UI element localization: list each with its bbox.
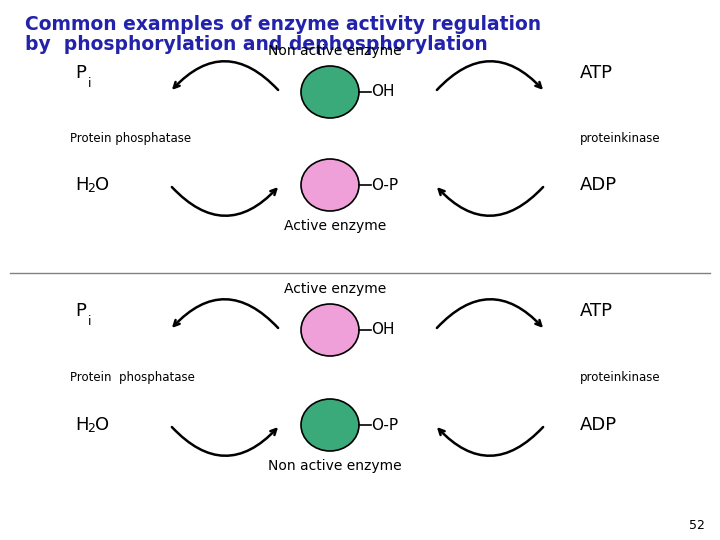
Text: P: P <box>75 64 86 82</box>
Text: OH: OH <box>371 322 395 338</box>
Text: O-P: O-P <box>371 178 398 192</box>
Text: i: i <box>88 77 91 90</box>
Text: P: P <box>75 302 86 320</box>
Text: i: i <box>88 315 91 328</box>
Text: O-P: O-P <box>371 417 398 433</box>
Text: proteinkinase: proteinkinase <box>580 132 661 145</box>
Text: ATP: ATP <box>580 302 613 320</box>
Text: ADP: ADP <box>580 416 617 434</box>
Text: proteinkinase: proteinkinase <box>580 371 661 384</box>
Ellipse shape <box>301 399 359 451</box>
Ellipse shape <box>301 159 359 211</box>
Text: by  phosphorylation and dephosphorylation: by phosphorylation and dephosphorylation <box>25 35 487 54</box>
Text: H: H <box>75 416 89 434</box>
Text: 52: 52 <box>689 519 705 532</box>
Text: 2: 2 <box>87 422 95 435</box>
Text: H: H <box>75 176 89 194</box>
Text: Protein  phosphatase: Protein phosphatase <box>70 371 195 384</box>
Text: Non active enzyme: Non active enzyme <box>268 459 402 473</box>
Text: 2: 2 <box>87 183 95 195</box>
Text: Active enzyme: Active enzyme <box>284 282 386 296</box>
Text: Common examples of enzyme activity regulation: Common examples of enzyme activity regul… <box>25 15 541 34</box>
Text: O: O <box>95 176 109 194</box>
Text: Non active enzyme: Non active enzyme <box>268 44 402 58</box>
Ellipse shape <box>301 66 359 118</box>
Text: OH: OH <box>371 84 395 99</box>
Text: ADP: ADP <box>580 176 617 194</box>
Text: O: O <box>95 416 109 434</box>
Text: Active enzyme: Active enzyme <box>284 219 386 233</box>
Ellipse shape <box>301 304 359 356</box>
Text: Protein phosphatase: Protein phosphatase <box>70 132 191 145</box>
Text: ATP: ATP <box>580 64 613 82</box>
